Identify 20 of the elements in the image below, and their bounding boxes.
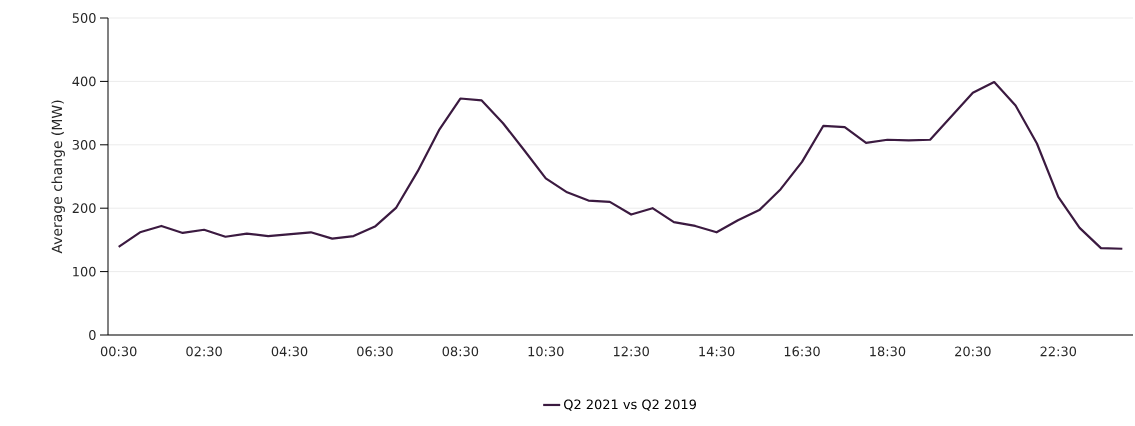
- y-tick-label: 200: [72, 203, 96, 214]
- x-tick-label: 22:30: [1040, 346, 1077, 357]
- x-tick-label: 16:30: [784, 346, 820, 357]
- x-tick-label: 20:30: [955, 346, 991, 357]
- x-tick-label: 00:30: [100, 346, 137, 357]
- y-tick-label: 500: [72, 13, 96, 23]
- legend-label: Q2 2021 vs Q2 2019: [564, 399, 696, 411]
- x-tick-label: 08:30: [442, 346, 479, 357]
- y-tick-label: 400: [72, 76, 96, 87]
- x-tick-label: 06:30: [357, 346, 393, 357]
- x-tick-label: 04:30: [271, 346, 308, 357]
- y-axis-title: Average change (MW): [51, 100, 65, 254]
- y-tick-label: 300: [72, 139, 96, 150]
- x-tick-label: 02:30: [186, 346, 222, 357]
- y-tick-label: 100: [73, 266, 96, 277]
- x-tick-label: 10:30: [528, 346, 564, 357]
- x-tick-label: 14:30: [699, 346, 735, 357]
- y-tick-label: 0: [89, 330, 96, 340]
- x-tick-label: 12:30: [613, 346, 649, 357]
- x-tick-label: 18:30: [870, 346, 906, 357]
